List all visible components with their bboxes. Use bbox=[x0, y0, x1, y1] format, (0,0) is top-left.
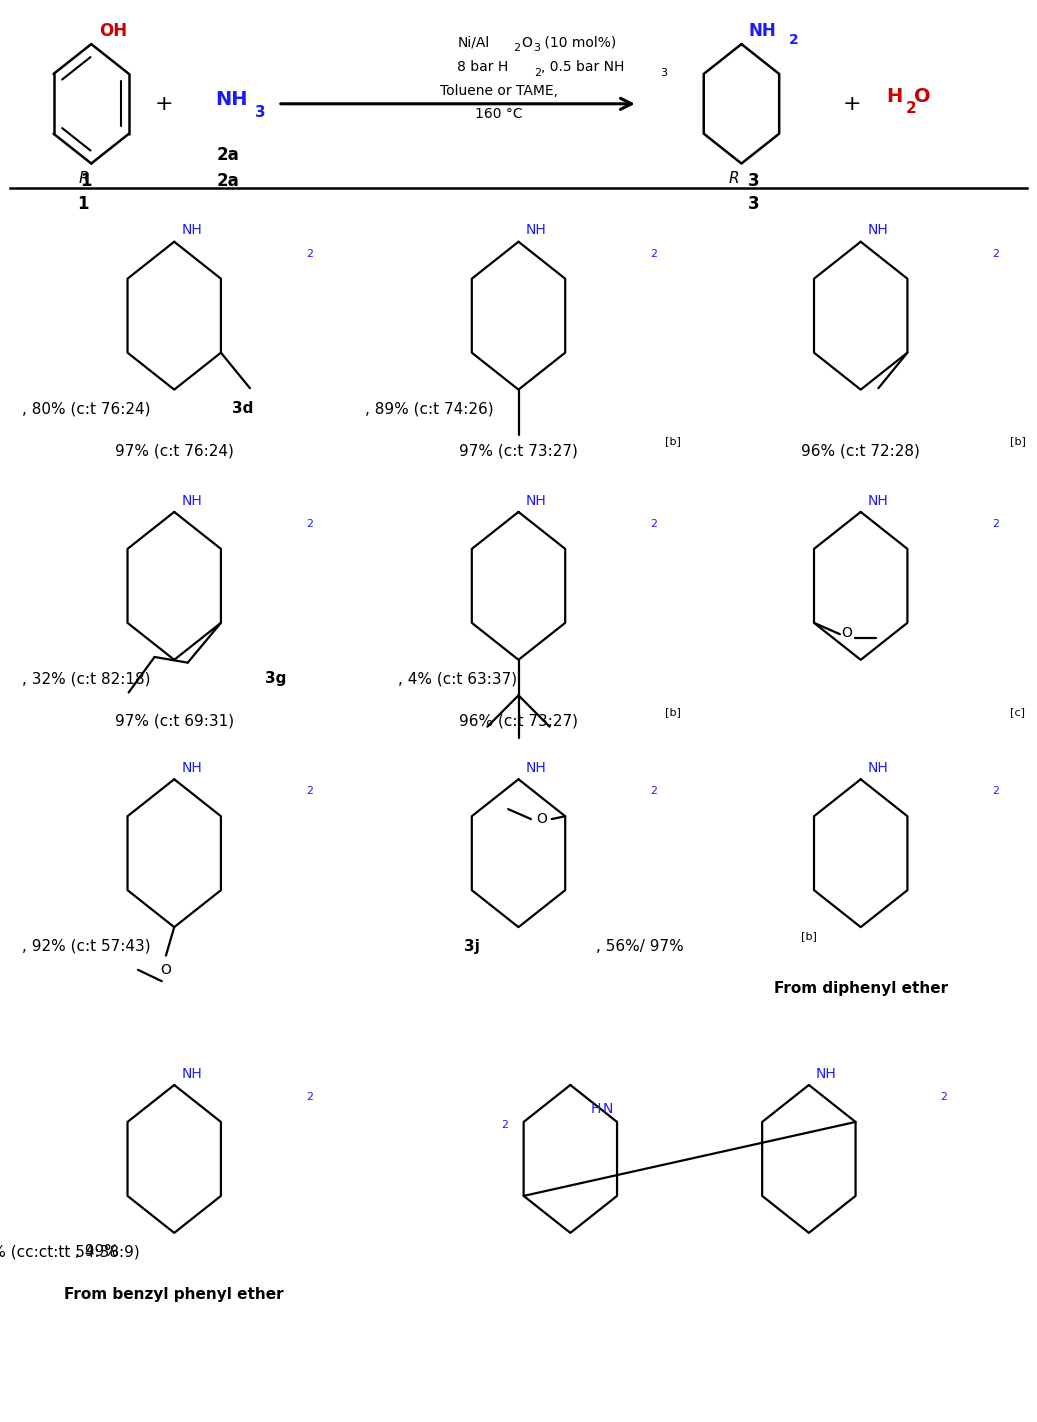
Text: 2: 2 bbox=[941, 1092, 948, 1102]
Text: NH: NH bbox=[181, 761, 202, 775]
Text: H: H bbox=[887, 87, 903, 107]
Text: 3d: 3d bbox=[232, 401, 254, 417]
Text: 3: 3 bbox=[255, 105, 265, 119]
Text: 97% (c:t 73:27): 97% (c:t 73:27) bbox=[459, 444, 578, 459]
Text: 3j: 3j bbox=[464, 939, 480, 954]
Text: 2: 2 bbox=[650, 249, 657, 259]
Text: 3: 3 bbox=[748, 195, 760, 213]
Text: R: R bbox=[729, 171, 739, 186]
Text: NH: NH bbox=[526, 761, 546, 775]
Text: Ni/Al: Ni/Al bbox=[457, 36, 489, 50]
Text: 2: 2 bbox=[513, 43, 521, 54]
Text: 2: 2 bbox=[992, 519, 1000, 529]
Text: 2: 2 bbox=[306, 519, 313, 529]
Text: , 0.5 bar NH: , 0.5 bar NH bbox=[541, 60, 624, 74]
Text: NH: NH bbox=[749, 21, 777, 40]
Text: O: O bbox=[914, 87, 930, 107]
Text: , 80% (c:t 76:24): , 80% (c:t 76:24) bbox=[23, 401, 150, 417]
Text: NH: NH bbox=[868, 223, 889, 237]
Text: [b]: [b] bbox=[666, 437, 681, 447]
Text: 2: 2 bbox=[306, 786, 313, 796]
Text: 160 °C: 160 °C bbox=[475, 107, 523, 121]
Text: 2a: 2a bbox=[217, 146, 240, 165]
Text: H: H bbox=[591, 1102, 601, 1116]
Text: O: O bbox=[841, 626, 851, 640]
Text: 96% (c:t 72:28): 96% (c:t 72:28) bbox=[802, 444, 920, 459]
Text: , 92% (c:t 57:43): , 92% (c:t 57:43) bbox=[23, 939, 151, 954]
Text: 2: 2 bbox=[306, 1092, 313, 1102]
Text: From diphenyl ether: From diphenyl ether bbox=[774, 981, 948, 997]
Text: 2: 2 bbox=[992, 249, 1000, 259]
Text: R: R bbox=[79, 171, 89, 186]
Text: 97% (c:t 69:31): 97% (c:t 69:31) bbox=[115, 714, 233, 729]
Text: [b]: [b] bbox=[1009, 437, 1026, 447]
Text: 2: 2 bbox=[650, 519, 657, 529]
Text: O: O bbox=[522, 36, 532, 50]
Text: 96% (c:t 73:27): 96% (c:t 73:27) bbox=[459, 714, 578, 729]
Text: 1: 1 bbox=[77, 195, 89, 213]
Text: NH: NH bbox=[181, 223, 202, 237]
Text: (10 mol%): (10 mol%) bbox=[540, 36, 617, 50]
Text: O: O bbox=[161, 963, 171, 977]
Text: 1: 1 bbox=[80, 172, 92, 189]
Text: , 89% (c:t 74:26): , 89% (c:t 74:26) bbox=[365, 401, 494, 417]
Text: 3: 3 bbox=[533, 43, 540, 54]
Text: NH: NH bbox=[868, 493, 889, 508]
Text: NH: NH bbox=[816, 1066, 837, 1081]
Text: 2: 2 bbox=[501, 1121, 508, 1130]
Text: 2: 2 bbox=[534, 67, 541, 78]
Text: NH: NH bbox=[181, 493, 202, 508]
Text: 2: 2 bbox=[905, 101, 916, 115]
Text: 2a: 2a bbox=[217, 172, 240, 189]
Text: [b]: [b] bbox=[666, 707, 681, 717]
Text: , 93% (cc:ct:tt 54:38:9): , 93% (cc:ct:tt 54:38:9) bbox=[0, 1244, 140, 1260]
Text: N: N bbox=[602, 1102, 613, 1116]
Text: 3g: 3g bbox=[265, 671, 286, 687]
Text: 8 bar H: 8 bar H bbox=[457, 60, 508, 74]
Text: NH: NH bbox=[526, 493, 546, 508]
Text: NH: NH bbox=[526, 223, 546, 237]
Text: 3: 3 bbox=[748, 172, 760, 189]
Text: NH: NH bbox=[181, 1066, 202, 1081]
Text: 2: 2 bbox=[306, 249, 313, 259]
Text: NH: NH bbox=[216, 90, 248, 109]
Text: OH: OH bbox=[100, 21, 128, 40]
Text: 2: 2 bbox=[992, 786, 1000, 796]
Text: NH: NH bbox=[868, 761, 889, 775]
Text: +: + bbox=[155, 94, 173, 114]
Text: , 56%/ 97%: , 56%/ 97% bbox=[596, 939, 683, 954]
Text: 97% (c:t 76:24): 97% (c:t 76:24) bbox=[115, 444, 233, 459]
Text: , 99%: , 99% bbox=[75, 1244, 119, 1260]
Text: [c]: [c] bbox=[1009, 707, 1025, 717]
Text: O: O bbox=[536, 812, 546, 826]
Text: +: + bbox=[843, 94, 862, 114]
Text: 2: 2 bbox=[650, 786, 657, 796]
Text: Toluene or TAME,: Toluene or TAME, bbox=[440, 84, 558, 98]
Text: 2: 2 bbox=[789, 33, 798, 47]
Text: , 32% (c:t 82:18): , 32% (c:t 82:18) bbox=[23, 671, 150, 687]
Text: 3: 3 bbox=[661, 67, 668, 78]
Text: [b]: [b] bbox=[801, 931, 816, 941]
Text: , 4% (c:t 63:37): , 4% (c:t 63:37) bbox=[397, 671, 516, 687]
Text: From benzyl phenyl ether: From benzyl phenyl ether bbox=[64, 1287, 284, 1303]
